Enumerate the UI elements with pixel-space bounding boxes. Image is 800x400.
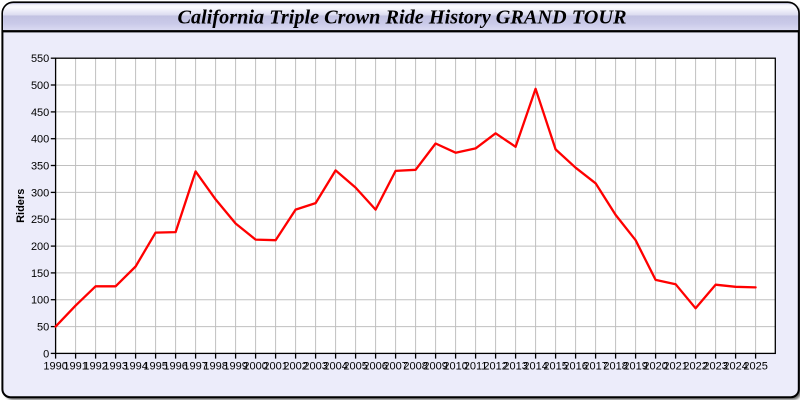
svg-text:2018: 2018 [603,361,627,373]
svg-text:2017: 2017 [583,361,607,373]
svg-text:100: 100 [31,295,49,307]
svg-text:1992: 1992 [83,361,107,373]
svg-text:2019: 2019 [623,361,647,373]
svg-text:400: 400 [31,134,49,146]
svg-text:150: 150 [31,268,49,280]
svg-text:2024: 2024 [723,361,747,373]
svg-text:2011: 2011 [464,361,488,373]
svg-text:1998: 1998 [203,361,227,373]
svg-text:2009: 2009 [423,361,447,373]
svg-text:450: 450 [31,107,49,119]
svg-text:2022: 2022 [683,361,707,373]
svg-text:2010: 2010 [443,361,467,373]
svg-text:2015: 2015 [543,361,567,373]
svg-text:500: 500 [31,80,49,92]
svg-text:2021: 2021 [663,361,687,373]
svg-text:50: 50 [37,322,49,334]
svg-text:Riders: Riders [15,189,27,223]
svg-text:2000: 2000 [243,361,267,373]
svg-text:1990: 1990 [43,361,67,373]
svg-text:2006: 2006 [363,361,387,373]
svg-text:1995: 1995 [143,361,167,373]
svg-text:2014: 2014 [523,361,547,373]
svg-text:1993: 1993 [103,361,127,373]
svg-text:200: 200 [31,241,49,253]
svg-text:2005: 2005 [343,361,367,373]
svg-text:2023: 2023 [703,361,727,373]
svg-text:California Triple Crown Ride H: California Triple Crown Ride History GRA… [178,7,627,29]
svg-text:2012: 2012 [483,361,507,373]
svg-text:1991: 1991 [63,361,87,373]
svg-text:1994: 1994 [123,361,147,373]
svg-text:1999: 1999 [223,361,247,373]
svg-text:2020: 2020 [643,361,667,373]
svg-text:300: 300 [31,187,49,199]
svg-text:250: 250 [31,214,49,226]
svg-text:2016: 2016 [563,361,587,373]
svg-text:2007: 2007 [383,361,407,373]
svg-text:550: 550 [31,53,49,65]
svg-text:2001: 2001 [263,361,287,373]
svg-text:2003: 2003 [303,361,327,373]
svg-text:2013: 2013 [503,361,527,373]
svg-text:350: 350 [31,160,49,172]
svg-text:2004: 2004 [323,361,347,373]
svg-text:0: 0 [43,348,49,360]
svg-text:1996: 1996 [163,361,187,373]
svg-text:2025: 2025 [743,361,767,373]
svg-text:1997: 1997 [183,361,207,373]
svg-text:2002: 2002 [283,361,307,373]
svg-text:2008: 2008 [403,361,427,373]
